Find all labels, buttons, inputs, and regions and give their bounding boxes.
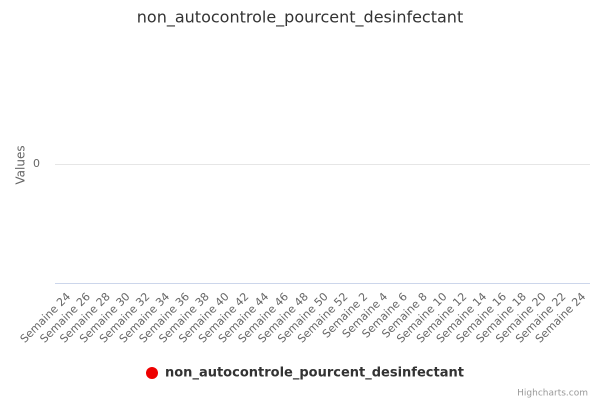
chart-title: non_autocontrole_pourcent_desinfectant bbox=[137, 8, 463, 28]
y-tick-label: 0 bbox=[33, 157, 40, 170]
credits[interactable]: Highcharts.com bbox=[517, 389, 588, 399]
legend-label: non_autocontrole_pourcent_desinfectant bbox=[165, 366, 464, 381]
legend-symbol bbox=[146, 367, 158, 379]
y-axis-title: Values bbox=[14, 145, 28, 184]
